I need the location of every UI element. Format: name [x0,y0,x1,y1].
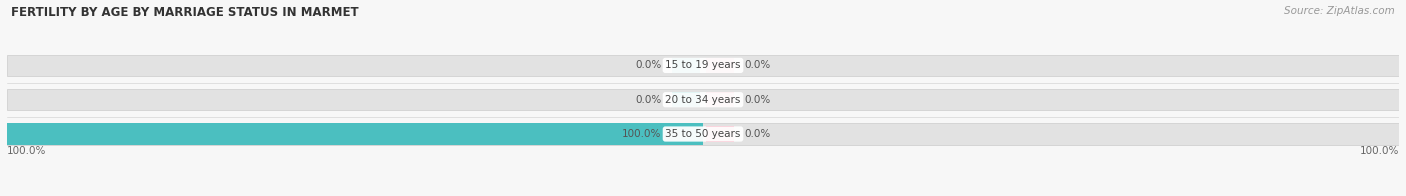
Text: Source: ZipAtlas.com: Source: ZipAtlas.com [1284,6,1395,16]
Bar [706,58,734,73]
Text: 20 to 34 years: 20 to 34 years [665,95,741,105]
Text: 100.0%: 100.0% [1360,146,1399,156]
Bar [706,126,734,142]
Text: 0.0%: 0.0% [745,95,770,105]
Text: FERTILITY BY AGE BY MARRIAGE STATUS IN MARMET: FERTILITY BY AGE BY MARRIAGE STATUS IN M… [11,6,359,19]
Bar [672,58,700,73]
Text: 0.0%: 0.0% [745,129,770,139]
Bar [672,126,700,142]
Bar [7,123,1399,145]
Bar [672,92,700,107]
Text: 35 to 50 years: 35 to 50 years [665,129,741,139]
Bar [7,123,703,145]
Text: 0.0%: 0.0% [636,95,661,105]
Bar [7,55,1399,76]
Bar [706,92,734,107]
Bar [7,89,1399,110]
Text: 0.0%: 0.0% [636,60,661,70]
Text: 0.0%: 0.0% [745,60,770,70]
Text: 100.0%: 100.0% [7,146,46,156]
Text: 100.0%: 100.0% [621,129,661,139]
Text: 15 to 19 years: 15 to 19 years [665,60,741,70]
